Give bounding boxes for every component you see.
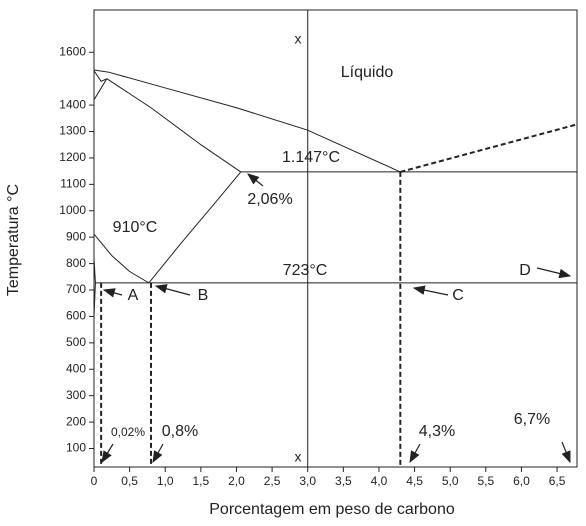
x-tick-label: 2,0 — [228, 474, 245, 488]
annotation: 0,8% — [162, 423, 198, 440]
annotation: 0,02% — [111, 425, 145, 439]
x-tick-label: 5,5 — [477, 474, 494, 488]
y-tick-label: 1300 — [59, 124, 86, 138]
annotation: 6,7% — [514, 411, 550, 428]
x-tick-label: 0,5 — [121, 474, 138, 488]
y-tick-label: 1200 — [59, 150, 86, 164]
annotation: 2,06% — [247, 191, 292, 208]
annotation: x — [295, 31, 302, 47]
phase-boundary — [93, 233, 150, 284]
x-tick-label: 4,5 — [406, 474, 423, 488]
plot-frame — [93, 9, 578, 468]
x-tick-label: 1,0 — [157, 474, 174, 488]
phase-boundary — [93, 69, 401, 173]
annotation: Líquido — [341, 64, 394, 81]
annotation: 4,3% — [419, 423, 455, 440]
annotation: 723°C — [283, 262, 328, 279]
annotation: 910°C — [113, 219, 158, 236]
x-tick-label: 6,5 — [549, 474, 566, 488]
x-axis-title: Porcentagem em peso de carbono — [209, 501, 455, 518]
annotation: C — [452, 287, 464, 304]
x-tick-label: 3,5 — [335, 474, 352, 488]
y-tick-label: 200 — [66, 414, 86, 428]
y-tick-label: 500 — [66, 335, 86, 349]
y-tick-label: 800 — [66, 256, 86, 270]
y-tick-label: 1600 — [59, 44, 86, 58]
x-tick-label: 1,5 — [193, 474, 210, 488]
x-tick-label: 4,0 — [371, 474, 388, 488]
x-tick-label: 5,0 — [442, 474, 459, 488]
y-tick-label: 400 — [66, 361, 86, 375]
y-tick-label: 900 — [66, 229, 86, 243]
phase-boundary — [400, 123, 578, 173]
y-tick-label: 600 — [66, 309, 86, 323]
annotation: 1.147°C — [282, 149, 340, 166]
annotation: A — [128, 287, 139, 304]
phase-boundary — [106, 78, 242, 173]
annotation: D — [519, 262, 531, 279]
arrows — [101, 173, 572, 464]
y-tick-label: 1400 — [59, 97, 86, 111]
y-tick-label: 1100 — [60, 177, 86, 191]
annotation: B — [198, 287, 209, 304]
y-tick-label: 300 — [66, 388, 86, 402]
x-tick-label: 0 — [91, 474, 98, 488]
phase-boundary — [93, 258, 96, 317]
annotation: x — [295, 449, 302, 465]
y-tick-label: 700 — [66, 282, 86, 296]
y-tick-label: 1000 — [59, 203, 86, 217]
x-tick-label: 2,5 — [264, 474, 281, 488]
y-axis-title: Temperatura °C — [5, 184, 22, 296]
x-tick-label: 3,0 — [299, 474, 316, 488]
phase-boundary — [93, 78, 108, 101]
y-tick-label: 100 — [66, 441, 86, 455]
phase-boundary — [93, 70, 108, 82]
phase-boundary — [148, 171, 242, 284]
x-tick-label: 6,0 — [513, 474, 530, 488]
